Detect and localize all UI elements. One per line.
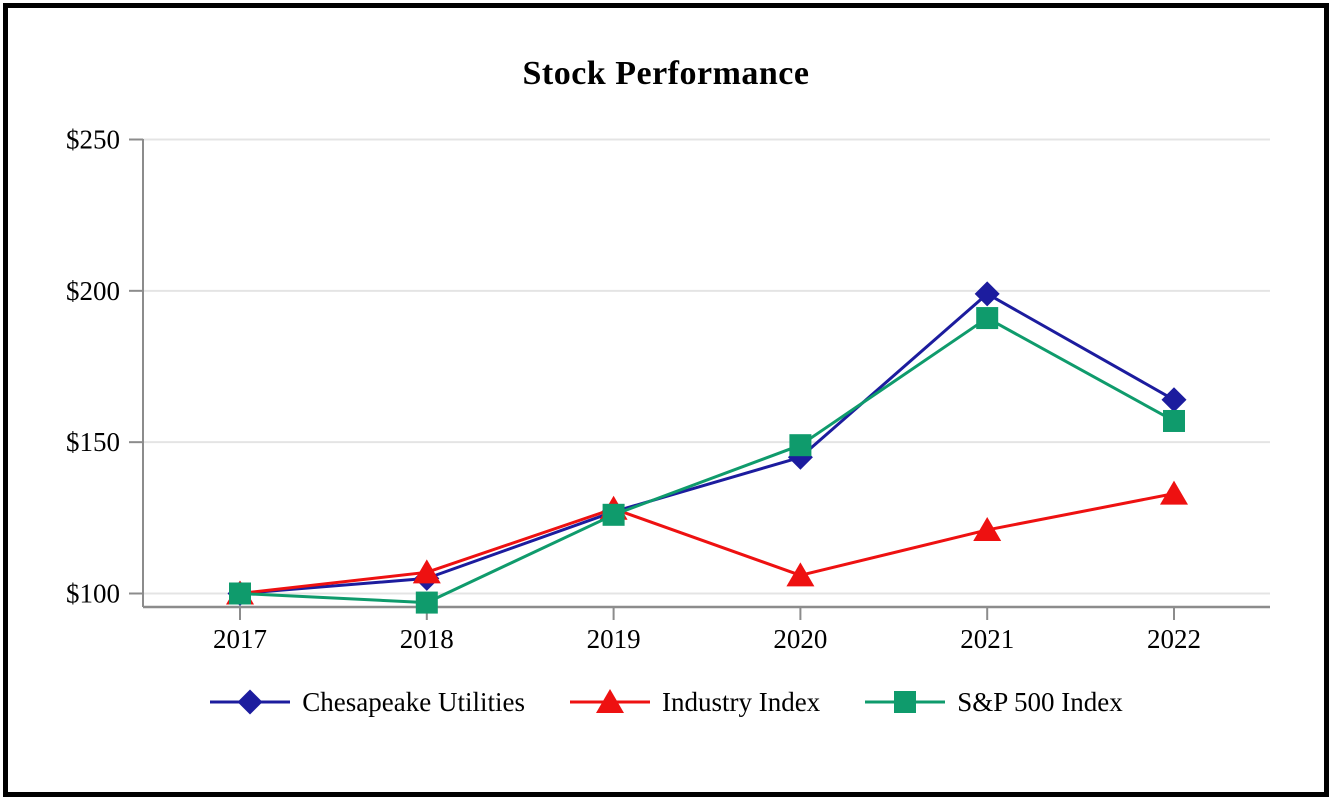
- series-line: [239, 292, 1175, 595]
- square-marker: [976, 307, 999, 330]
- x-tick-label: 2019: [587, 624, 641, 654]
- square-marker: [894, 691, 917, 713]
- diamond-marker: [1161, 387, 1187, 413]
- series-line: [239, 492, 1175, 595]
- square-legend-marker-icon: [865, 691, 946, 713]
- diamond-legend-marker-icon: [210, 689, 291, 715]
- y-axis: $250 $200 $150 $100: [66, 124, 144, 609]
- series-chesapeake-utilities: [227, 281, 1187, 606]
- chart-legend: Chesapeake Utilities Industry Index S&P 50…: [0, 686, 1332, 718]
- series-line: [239, 316, 1175, 605]
- series-industry-index: [226, 480, 1188, 605]
- triangle-marker: [973, 516, 1002, 541]
- x-tick-label: 2018: [400, 624, 454, 654]
- square-marker: [229, 582, 251, 605]
- legend-label: Chesapeake Utilities: [302, 686, 525, 717]
- chart-title: Stock Performance: [522, 55, 810, 92]
- legend-item-s-p-500-index: S&P 500 Index: [864, 686, 1123, 718]
- triangle-marker: [412, 559, 441, 584]
- triangle-marker: [786, 562, 815, 587]
- diamond-marker: [974, 281, 1000, 307]
- series-s-p-500-index: [229, 307, 1185, 614]
- legend-item-industry-index: Industry Index: [569, 686, 820, 718]
- y-tick-label: $200: [66, 276, 120, 306]
- triangle-marker: [1160, 480, 1188, 505]
- square-marker: [415, 591, 438, 614]
- legend-item-chesapeake-utilities: Chesapeake Utilities: [209, 686, 525, 718]
- triangle-marker: [595, 689, 624, 713]
- legend-label: Industry Index: [661, 686, 821, 717]
- x-tick-label: 2021: [960, 624, 1014, 654]
- y-tick-label: $100: [66, 579, 120, 609]
- diamond-marker: [237, 689, 263, 715]
- y-tick-label: $150: [66, 427, 120, 457]
- square-marker: [602, 503, 625, 526]
- x-axis: 2017 2018 2019 2020 2021 2022: [143, 605, 1270, 654]
- square-marker: [1163, 409, 1185, 432]
- gridlines: [143, 138, 1270, 595]
- x-tick-label: 2022: [1147, 624, 1201, 654]
- y-tick-label: $250: [66, 124, 120, 154]
- x-tick-label: 2017: [213, 624, 267, 654]
- x-tick-label: 2020: [773, 624, 827, 654]
- legend-label: S&P 500 Index: [957, 686, 1123, 717]
- triangle-legend-marker-icon: [569, 689, 650, 713]
- square-marker: [789, 434, 812, 457]
